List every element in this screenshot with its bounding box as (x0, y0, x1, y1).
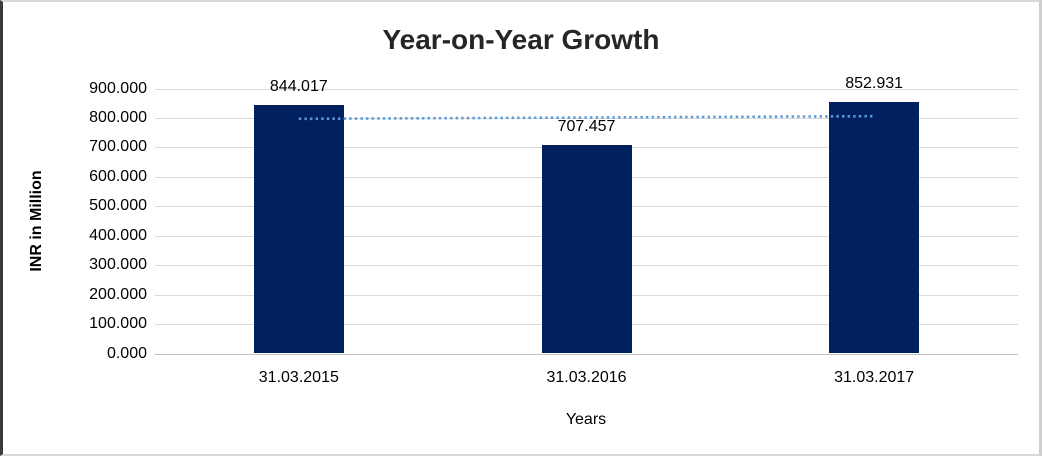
bar (541, 145, 632, 354)
y-tick-label: 600.000 (89, 167, 147, 185)
y-tick-label: 100.000 (89, 315, 147, 333)
chart-title: Year-on-Year Growth (382, 24, 660, 55)
y-tick-label: 0.000 (106, 344, 147, 362)
bar-value-label: 844.017 (269, 77, 328, 95)
y-tick-label: 800.000 (89, 108, 147, 126)
bar-value-label: 852.931 (845, 75, 904, 93)
bar-chart: Year-on-Year Growth INR in Million Years… (3, 2, 1039, 454)
gridline (155, 88, 1018, 90)
x-tick-label: 31.03.2015 (258, 368, 339, 386)
x-axis-line (155, 353, 1018, 355)
x-tick-label: 31.03.2017 (834, 368, 915, 386)
x-tick-label: 31.03.2016 (546, 368, 627, 386)
y-tick-label: 900.000 (89, 79, 147, 97)
y-tick-label: 700.000 (89, 138, 147, 156)
y-tick-label: 200.000 (89, 285, 147, 303)
bar (829, 102, 920, 354)
y-tick-label: 400.000 (89, 226, 147, 244)
bar (253, 104, 344, 354)
x-axis-title: Years (565, 411, 607, 428)
bar-value-label: 707.457 (557, 118, 616, 136)
y-tick-label: 500.000 (89, 197, 147, 215)
y-tick-label: 300.000 (89, 256, 147, 274)
